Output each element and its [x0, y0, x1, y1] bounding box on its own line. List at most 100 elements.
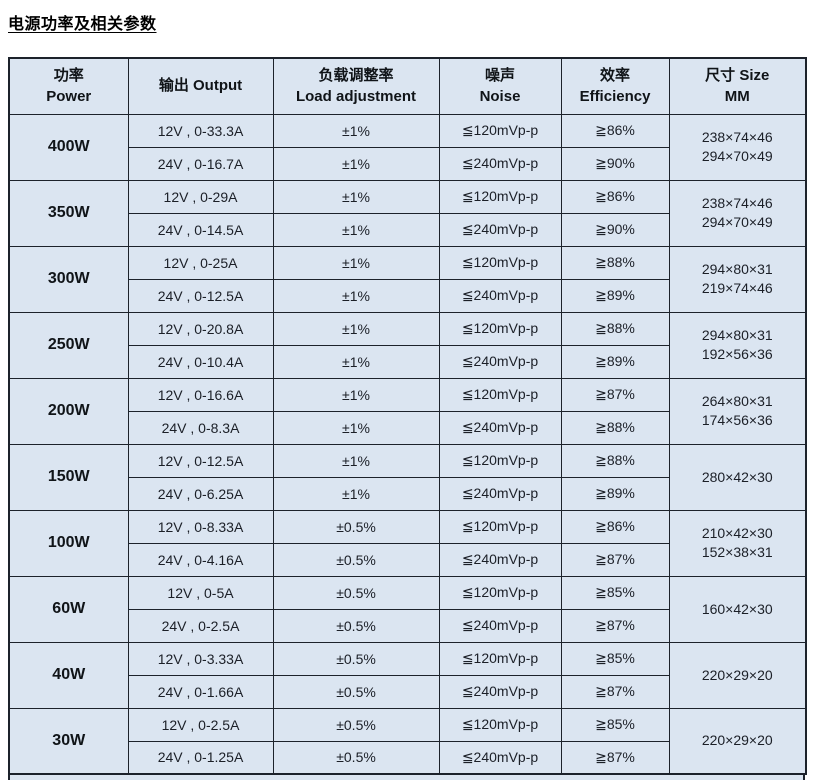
size-line: 264×80×31	[701, 393, 773, 410]
header-row: 功率 Power 输出 Output 负载调整率 Load adjustment…	[8, 57, 807, 115]
col-header-load-en: Load adjustment	[295, 88, 416, 106]
size-line: 220×29×20	[701, 666, 773, 683]
efficiency-cell: ≧89%	[560, 344, 670, 379]
size-cell: 264×80×31 174×56×36	[668, 377, 807, 445]
noise-cell: ≦240mVp-p	[438, 740, 562, 775]
col-header-efficiency-zh: 效率	[599, 66, 630, 84]
size-line: 192×56×36	[701, 346, 773, 362]
output-cell: 24V , 0-14.5A	[127, 212, 274, 247]
col-header-power: 功率 Power	[8, 57, 129, 115]
spec-row: 400W 12V , 0-33.3A ±1% ≦120mVp-p ≧86% 238×74×…	[8, 113, 807, 181]
spec-row: 30W 12V , 0-2.5A ±0.5% ≦120mVp-p ≧85% 220×29×…	[8, 707, 807, 775]
col-header-noise: 噪声 Noise	[438, 57, 562, 115]
noise-cell: ≦240mVp-p	[438, 278, 562, 313]
load-adjustment-cell: ±1%	[272, 476, 440, 511]
efficiency-cell: ≧90%	[560, 212, 670, 247]
noise-cell: ≦120mVp-p	[438, 245, 562, 280]
noise-cell: ≦120mVp-p	[438, 707, 562, 742]
efficiency-cell: ≧86%	[560, 509, 670, 544]
output-cell: 12V , 0-20.8A	[127, 311, 274, 346]
col-header-size-zh: 尺寸 Size	[705, 66, 770, 84]
noise-cell: ≦240mVp-p	[438, 212, 562, 247]
load-adjustment-cell: ±0.5%	[272, 674, 440, 709]
size-line: 210×42×30	[701, 525, 773, 542]
col-header-size-en: MM	[724, 88, 750, 106]
spec-row: 100W 12V , 0-8.33A ±0.5% ≦120mVp-p ≧86% 210×4…	[8, 509, 807, 577]
size-line: 294×80×31	[701, 261, 773, 278]
efficiency-cell: ≧88%	[560, 245, 670, 280]
noise-cell: ≦240mVp-p	[438, 542, 562, 577]
size-line: 238×74×46	[701, 129, 773, 146]
noise-cell: ≦120mVp-p	[438, 179, 562, 214]
spec-table-header: 功率 Power 输出 Output 负载调整率 Load adjustment…	[8, 57, 807, 115]
output-cell: 12V , 0-25A	[127, 245, 274, 280]
load-adjustment-cell: ±1%	[272, 179, 440, 214]
col-header-load-zh: 负载调整率	[318, 66, 394, 84]
power-cell: 60W	[8, 575, 129, 643]
size-cell: 220×29×20	[668, 707, 807, 775]
spec-row: 24V , 0-8.3A ±1% ≦240mVp-p ≧88%	[9, 410, 806, 445]
col-header-size: 尺寸 Size MM	[668, 57, 807, 115]
output-cell: 12V , 0-2.5A	[127, 707, 274, 742]
efficiency-cell: ≧85%	[560, 575, 670, 610]
output-cell: 24V , 0-10.4A	[127, 344, 274, 379]
size-line: 238×74×46	[701, 195, 773, 212]
efficiency-cell: ≧87%	[560, 674, 670, 709]
noise-cell: ≦240mVp-p	[438, 476, 562, 511]
spec-row: 40W 12V , 0-3.33A ±0.5% ≦120mVp-p ≧85% 220×29…	[8, 641, 807, 709]
spec-row: 24V , 0-16.7A ±1% ≦240mVp-p ≧90%	[9, 146, 806, 181]
load-adjustment-cell: ±1%	[272, 245, 440, 280]
efficiency-cell: ≧88%	[560, 410, 670, 445]
noise-cell: ≦120mVp-p	[438, 113, 562, 148]
efficiency-cell: ≧86%	[560, 179, 670, 214]
size-line: 152×38×31	[701, 544, 773, 560]
noise-cell: ≦120mVp-p	[438, 509, 562, 544]
noise-cell: ≦120mVp-p	[438, 443, 562, 478]
power-cell: 300W	[8, 245, 129, 313]
output-cell: 24V , 0-6.25A	[127, 476, 274, 511]
spec-row: 150W 12V , 0-12.5A ±1% ≦120mVp-p ≧88% 280×42×…	[8, 443, 807, 511]
load-adjustment-cell: ±1%	[272, 146, 440, 181]
efficiency-cell: ≧87%	[560, 608, 670, 643]
load-adjustment-cell: ±1%	[272, 212, 440, 247]
size-line: 160×42×30	[701, 600, 773, 617]
efficiency-cell: ≧88%	[560, 443, 670, 478]
size-cell: 210×42×30 152×38×31	[668, 509, 807, 577]
output-cell: 12V , 0-29A	[127, 179, 274, 214]
output-cell: 24V , 0-4.16A	[127, 542, 274, 577]
size-cell: 220×29×20	[668, 641, 807, 709]
power-cell: 30W	[8, 707, 129, 775]
size-cell: 294×80×31 219×74×46	[668, 245, 807, 313]
power-cell: 150W	[8, 443, 129, 511]
size-line: 294×80×31	[701, 327, 773, 344]
load-adjustment-cell: ±1%	[272, 377, 440, 412]
col-header-noise-en: Noise	[479, 88, 521, 106]
output-cell: 24V , 0-2.5A	[127, 608, 274, 643]
load-adjustment-cell: ±1%	[272, 410, 440, 445]
load-adjustment-cell: ±0.5%	[272, 542, 440, 577]
efficiency-cell: ≧87%	[560, 740, 670, 775]
size-cell: 238×74×46 294×70×49	[668, 179, 807, 247]
spec-row: 24V , 0-2.5A ±0.5% ≦240mVp-p ≧87%	[9, 608, 806, 643]
noise-cell: ≦240mVp-p	[438, 608, 562, 643]
noise-cell: ≦120mVp-p	[438, 311, 562, 346]
load-adjustment-cell: ±0.5%	[272, 740, 440, 775]
efficiency-cell: ≧89%	[560, 278, 670, 313]
noise-cell: ≦120mVp-p	[438, 575, 562, 610]
size-line: 174×56×36	[701, 412, 773, 428]
size-cell: 294×80×31 192×56×36	[668, 311, 807, 379]
size-line: 294×70×49	[701, 214, 773, 230]
output-cell: 12V , 0-16.6A	[127, 377, 274, 412]
spec-row: 300W 12V , 0-25A ±1% ≦120mVp-p ≧88% 294×80×31…	[8, 245, 807, 313]
noise-cell: ≦240mVp-p	[438, 146, 562, 181]
power-cell: 40W	[8, 641, 129, 709]
output-cell: 12V , 0-12.5A	[127, 443, 274, 478]
efficiency-cell: ≧85%	[560, 641, 670, 676]
spec-row: 60W 12V , 0-5A ±0.5% ≦120mVp-p ≧85% 160×42×30	[8, 575, 807, 643]
efficiency-cell: ≧88%	[560, 311, 670, 346]
power-cell: 250W	[8, 311, 129, 379]
size-line: 220×29×20	[701, 732, 773, 749]
size-cell: 160×42×30	[668, 575, 807, 643]
load-adjustment-cell: ±0.5%	[272, 575, 440, 610]
spec-row: 24V , 0-10.4A ±1% ≦240mVp-p ≧89%	[9, 344, 806, 379]
